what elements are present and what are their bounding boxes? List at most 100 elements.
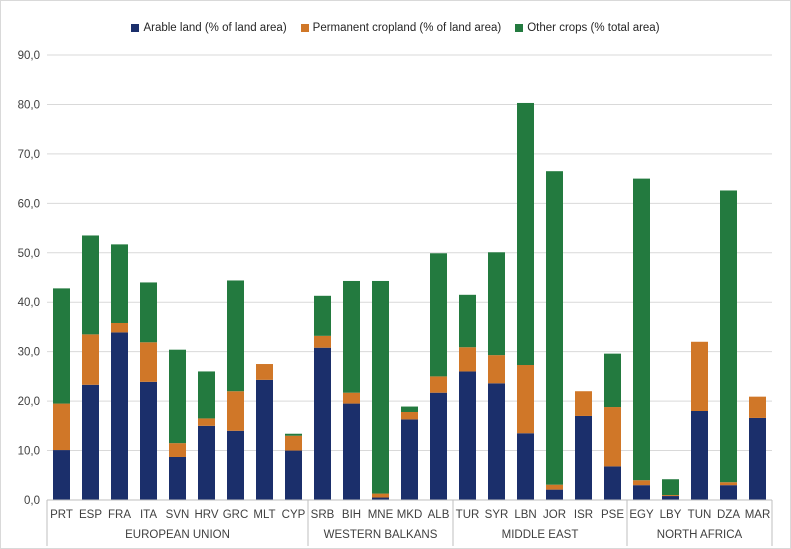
legend-item-arable: Arable land (% of land area) (131, 22, 287, 34)
bar-segment-hrv-arable (198, 425, 215, 500)
x-tick-label: LBN (514, 509, 536, 521)
x-tick-label: MLT (253, 509, 275, 521)
x-tick-label: MNE (368, 509, 394, 521)
bar-segment-svn-permanent (169, 443, 186, 457)
legend-label-arable: Arable land (% of land area) (143, 22, 287, 34)
x-tick-label: ITA (140, 509, 157, 521)
bar-segment-srb-other (314, 295, 331, 336)
bar-segment-isr-arable (575, 415, 592, 500)
bar-segment-tur-arable (459, 371, 476, 500)
x-tick-label: MKD (397, 509, 423, 521)
bar-segment-egy-permanent (633, 480, 650, 486)
bar-segment-mlt-permanent (256, 364, 273, 380)
group-label: EUROPEAN UNION (125, 529, 230, 541)
x-tick-label: ALB (428, 509, 450, 521)
bar-segment-prt-arable (53, 450, 70, 500)
y-tick-label: 40,0 (18, 297, 40, 309)
bar-segment-tun-arable (691, 411, 708, 500)
bar-segment-syr-permanent (488, 355, 505, 384)
y-tick-label: 90,0 (18, 50, 40, 62)
bar-segment-pse-permanent (604, 407, 621, 467)
legend-swatch-other-crops (515, 24, 524, 32)
bar-segment-fra-arable (111, 332, 128, 500)
bar-segment-mkd-other (401, 406, 418, 412)
bar-segment-lbn-other (517, 102, 534, 366)
bar-segment-fra-permanent (111, 322, 128, 333)
bar-segment-mar-permanent (749, 396, 766, 418)
bar-segment-srb-permanent (314, 335, 331, 348)
bar-segment-jor-other (546, 171, 563, 485)
bar-segment-dza-permanent (720, 482, 737, 486)
bar-segment-mne-other (372, 280, 389, 494)
bars (53, 102, 766, 500)
bar-segment-egy-arable (633, 485, 650, 500)
bar-segment-isr-permanent (575, 391, 592, 416)
x-tick-label: ESP (79, 509, 102, 521)
x-tick-label: MAR (745, 509, 771, 521)
bar-segment-bih-permanent (343, 392, 360, 404)
bar-segment-cyp-arable (285, 450, 302, 500)
legend-item-permanent-cropland: Permanent cropland (% of land area) (300, 22, 502, 34)
x-tick-label: GRC (223, 509, 249, 521)
bar-segment-lby-arable (662, 496, 679, 500)
bar-segment-tun-permanent (691, 341, 708, 411)
bar-segment-mne-permanent (372, 493, 389, 498)
bar-segment-mar-arable (749, 417, 766, 500)
bar-segment-jor-permanent (546, 484, 563, 490)
legend-swatch-arable (131, 24, 140, 32)
bar-segment-alb-other (430, 253, 447, 377)
bar-segment-svn-arable (169, 456, 186, 500)
x-tick-label: FRA (108, 509, 131, 521)
y-tick-label: 50,0 (18, 248, 40, 260)
x-tick-label: TUN (688, 509, 712, 521)
bar-segment-esp-arable (82, 384, 99, 500)
bar-segment-alb-permanent (430, 376, 447, 393)
bar-segment-tur-permanent (459, 347, 476, 372)
x-tick-label: SVN (166, 509, 190, 521)
bar-segment-mkd-permanent (401, 411, 418, 420)
y-tick-label: 60,0 (18, 198, 40, 210)
bar-segment-esp-permanent (82, 334, 99, 385)
bar-segment-fra-other (111, 244, 128, 323)
bar-segment-tur-other (459, 294, 476, 348)
bar-segment-prt-permanent (53, 403, 70, 451)
bar-segment-cyp-permanent (285, 435, 302, 451)
bar-segment-mlt-arable (256, 379, 273, 500)
bar-segment-srb-arable (314, 347, 331, 500)
bar-segment-syr-other (488, 252, 505, 356)
y-tick-label: 10,0 (18, 446, 40, 458)
axes: 0,0 10,0 20,0 30,0 40,0 50,0 60,0 70,0 80,0 90,0 P… (18, 50, 773, 546)
x-tick-label: SYR (485, 509, 509, 521)
bar-segment-ita-permanent (140, 342, 157, 382)
x-tick-label: PSE (601, 509, 624, 521)
bar-segment-hrv-other (198, 371, 215, 419)
bar-segment-syr-arable (488, 383, 505, 500)
bar-segment-ita-arable (140, 381, 157, 500)
bar-segment-ita-other (140, 282, 157, 343)
bar-segment-grc-arable (227, 430, 244, 500)
bar-segment-grc-other (227, 280, 244, 392)
x-tick-label: HRV (194, 509, 218, 521)
bar-segment-hrv-permanent (198, 418, 215, 426)
bar-segment-grc-permanent (227, 391, 244, 431)
bar-segment-mkd-arable (401, 419, 418, 500)
bar-segment-lby-other (662, 479, 679, 496)
bar-segment-pse-other (604, 353, 621, 408)
bar-segment-mne-arable (372, 497, 389, 500)
x-tick-label: CYP (282, 509, 306, 521)
bar-segment-bih-arable (343, 403, 360, 500)
y-tick-label: 20,0 (18, 396, 40, 408)
x-tick-label: SRB (311, 509, 335, 521)
y-tick-label: 0,0 (24, 495, 40, 507)
group-label: MIDDLE EAST (502, 529, 579, 541)
bar-segment-bih-other (343, 280, 360, 393)
legend-label-permanent-cropland: Permanent cropland (% of land area) (312, 22, 502, 34)
group-label: WESTERN BALKANS (324, 529, 438, 541)
y-tick-label: 70,0 (18, 149, 40, 161)
y-tick-label: 80,0 (18, 99, 40, 111)
x-tick-label: EGY (629, 509, 654, 521)
bar-segment-cyp-other (285, 433, 302, 436)
legend-label-other-crops: Other crops (% total area) (527, 22, 660, 34)
